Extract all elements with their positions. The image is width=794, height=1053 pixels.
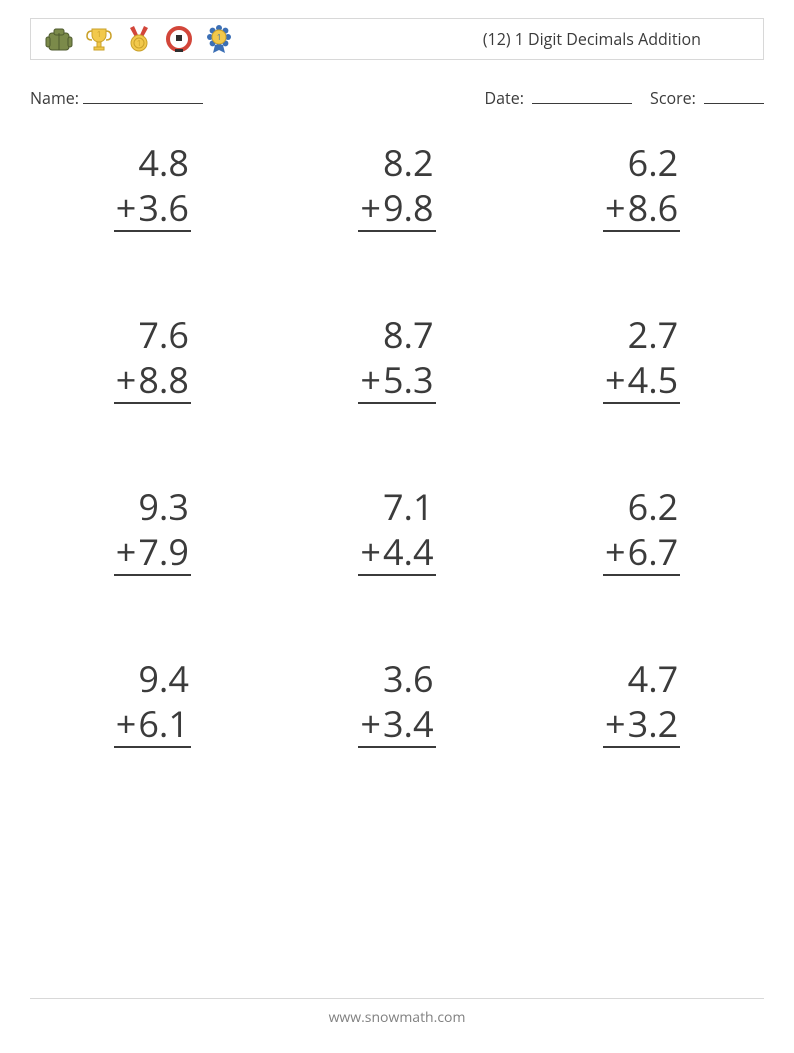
backpack-icon [43, 23, 75, 55]
problem-stack: 2.7+4.5 [603, 312, 680, 404]
addend-bottom-value: 4.4 [383, 527, 434, 576]
operator: + [360, 355, 381, 404]
problem-stack: 6.2+6.7 [603, 484, 680, 576]
header-icons: 1 1 [43, 23, 235, 55]
operator: + [116, 527, 137, 576]
operator: + [116, 355, 137, 404]
problem-stack: 9.4+6.1 [114, 656, 191, 748]
trophy-icon: 1 [83, 23, 115, 55]
addend-bottom-value: 7.9 [138, 527, 189, 576]
addend-bottom: +6.7 [603, 529, 680, 576]
operator: + [605, 183, 626, 232]
addend-top: 4.7 [603, 656, 680, 701]
worksheet-page: 1 1 [0, 0, 794, 1053]
header-box: 1 1 [30, 18, 764, 60]
addend-bottom: +3.4 [358, 701, 435, 748]
addend-bottom-value: 8.8 [138, 355, 189, 404]
addend-bottom-value: 3.4 [383, 699, 434, 748]
score-underline [704, 86, 764, 104]
date-label: Date: [485, 87, 524, 109]
addend-top: 6.2 [603, 484, 680, 529]
operator: + [605, 355, 626, 404]
addend-bottom: +3.2 [603, 701, 680, 748]
problem-stack: 9.3+7.9 [114, 484, 191, 576]
addend-top: 2.7 [603, 312, 680, 357]
problem: 9.3+7.9 [60, 484, 245, 576]
addend-bottom: +3.6 [114, 185, 191, 232]
addend-top: 9.4 [114, 656, 191, 701]
problem: 3.6+3.4 [305, 656, 490, 748]
addend-bottom: +4.5 [603, 357, 680, 404]
addend-top: 7.1 [358, 484, 435, 529]
medal-icon: 1 [123, 23, 155, 55]
svg-text:1: 1 [97, 29, 102, 40]
addend-top: 8.2 [358, 140, 435, 185]
ring-icon [163, 23, 195, 55]
score-field: Score: [650, 86, 764, 109]
problem: 4.7+3.2 [549, 656, 734, 748]
addend-bottom-value: 3.6 [138, 183, 189, 232]
addend-bottom-value: 3.2 [628, 699, 679, 748]
addend-bottom: +6.1 [114, 701, 191, 748]
problem-stack: 4.7+3.2 [603, 656, 680, 748]
addend-top: 4.8 [114, 140, 191, 185]
problem-stack: 4.8+3.6 [114, 140, 191, 232]
addend-bottom: +8.8 [114, 357, 191, 404]
problem: 9.4+6.1 [60, 656, 245, 748]
date-field: Date: [485, 86, 633, 109]
name-field: Name: [30, 86, 203, 109]
addend-bottom: +7.9 [114, 529, 191, 576]
problem: 7.6+8.8 [60, 312, 245, 404]
problem: 2.7+4.5 [549, 312, 734, 404]
name-underline [83, 86, 203, 104]
operator: + [360, 527, 381, 576]
addend-bottom-value: 5.3 [383, 355, 434, 404]
operator: + [605, 699, 626, 748]
operator: + [116, 183, 137, 232]
addend-top: 3.6 [358, 656, 435, 701]
addend-bottom-value: 6.1 [138, 699, 189, 748]
info-row: Name: Date: Score: [30, 86, 764, 109]
addend-bottom: +5.3 [358, 357, 435, 404]
addend-bottom: +8.6 [603, 185, 680, 232]
problem-stack: 3.6+3.4 [358, 656, 435, 748]
problem: 8.7+5.3 [305, 312, 490, 404]
problem: 4.8+3.6 [60, 140, 245, 232]
date-score-group: Date: Score: [485, 86, 765, 109]
problem-stack: 7.6+8.8 [114, 312, 191, 404]
addend-bottom: +9.8 [358, 185, 435, 232]
operator: + [360, 183, 381, 232]
problem-stack: 7.1+4.4 [358, 484, 435, 576]
problem-stack: 6.2+8.6 [603, 140, 680, 232]
addend-top: 9.3 [114, 484, 191, 529]
footer-rule [30, 998, 764, 999]
svg-text:1: 1 [137, 38, 142, 49]
score-label: Score: [650, 87, 696, 109]
addend-bottom: +4.4 [358, 529, 435, 576]
name-label: Name: [30, 87, 79, 109]
date-underline [532, 86, 632, 104]
rosette-icon: 1 [203, 23, 235, 55]
addend-bottom-value: 9.8 [383, 183, 434, 232]
problem: 7.1+4.4 [305, 484, 490, 576]
problem-stack: 8.7+5.3 [358, 312, 435, 404]
addend-top: 6.2 [603, 140, 680, 185]
worksheet-title: (12) 1 Digit Decimals Addition [483, 28, 751, 50]
addend-top: 7.6 [114, 312, 191, 357]
addend-top: 8.7 [358, 312, 435, 357]
problem: 6.2+6.7 [549, 484, 734, 576]
svg-text:1: 1 [217, 32, 222, 43]
addend-bottom-value: 6.7 [628, 527, 679, 576]
footer-text: www.snowmath.com [0, 1008, 794, 1027]
addend-bottom-value: 4.5 [628, 355, 679, 404]
operator: + [605, 527, 626, 576]
operator: + [360, 699, 381, 748]
problem: 6.2+8.6 [549, 140, 734, 232]
problem-stack: 8.2+9.8 [358, 140, 435, 232]
operator: + [116, 699, 137, 748]
problem: 8.2+9.8 [305, 140, 490, 232]
problems-grid: 4.8+3.68.2+9.86.2+8.67.6+8.88.7+5.32.7+4… [60, 140, 734, 748]
addend-bottom-value: 8.6 [628, 183, 679, 232]
